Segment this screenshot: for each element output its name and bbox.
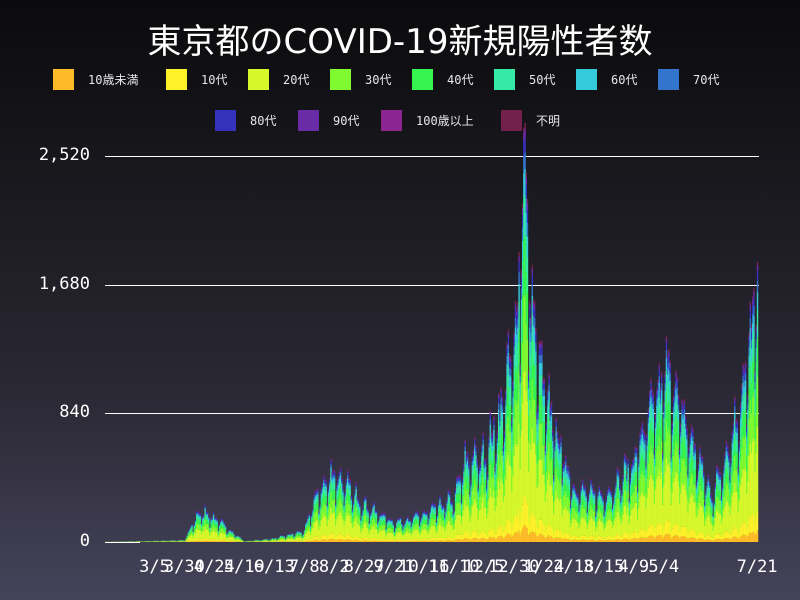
- gridline-840: [105, 413, 759, 414]
- x-tick-label: 4/24: [193, 557, 235, 577]
- legend-label: 30代: [365, 72, 392, 87]
- legend-label: 70代: [693, 72, 720, 87]
- legend-swatch: [166, 68, 187, 90]
- x-tick-label: 4/9: [618, 557, 650, 577]
- x-tick-label: 3/15: [583, 557, 625, 577]
- x-tick-label: 3/5: [139, 557, 170, 577]
- legend-swatch: [494, 68, 515, 90]
- legend-swatch: [298, 109, 319, 131]
- x-tick-label: 12/30: [488, 557, 540, 577]
- legend-swatch: [576, 68, 597, 90]
- legend-label: 60代: [611, 72, 638, 87]
- legend-label: 90代: [333, 113, 360, 128]
- y-tick-2520: 2,520: [38, 145, 90, 165]
- gridline-2520: [105, 156, 759, 157]
- legend-item: 不明: [501, 109, 560, 131]
- legend-label: 80代: [250, 113, 277, 128]
- y-tick-840: 840: [59, 402, 90, 422]
- x-tick-label: 2/18: [553, 557, 595, 577]
- legend-row-2: 80代 90代 100歳以上 不明: [0, 109, 800, 133]
- legend-item: 90代: [298, 109, 359, 131]
- x-tick-label: 9/21: [373, 557, 415, 577]
- legend-swatch: [658, 68, 679, 90]
- legend-label: 100歳以上: [416, 113, 474, 128]
- legend-swatch: [248, 68, 269, 90]
- x-tick-label: 11/10: [428, 557, 480, 577]
- legend-item: 30代: [330, 68, 391, 90]
- x-tick-label: 8/2: [318, 557, 350, 577]
- legend-swatch: [501, 109, 522, 131]
- x-tick-label: 7/8: [288, 557, 320, 577]
- x-tick-label: 6/13: [253, 557, 295, 577]
- legend-item: 50代: [494, 68, 555, 90]
- y-tick-0: 0: [79, 531, 90, 551]
- x-tick-label: 12/5: [463, 557, 505, 577]
- legend-swatch: [412, 68, 433, 90]
- chart-title: 東京都のCOVID-19新規陽性者数: [147, 22, 653, 62]
- gridline-1680: [105, 285, 759, 286]
- legend-item: 100歳以上: [381, 109, 474, 131]
- legend-swatch: [215, 109, 236, 131]
- legend-item: 70代: [658, 68, 719, 90]
- legend-label: 10代: [201, 72, 228, 87]
- x-tick-label: 7/21: [736, 557, 778, 577]
- legend-item: 60代: [576, 68, 637, 90]
- legend-label: 不明: [536, 113, 561, 128]
- legend-item: 80代: [215, 109, 276, 131]
- x-tick-label: 10/16: [398, 557, 450, 577]
- legend-label: 10歳未満: [88, 72, 139, 87]
- legend-label: 50代: [529, 72, 556, 87]
- x-tick-label: 1/24: [523, 557, 565, 577]
- legend-item: 10歳未満: [53, 68, 138, 90]
- legend-swatch: [53, 68, 74, 90]
- x-tick-label: 5/4: [648, 557, 680, 577]
- legend-item: 20代: [248, 68, 309, 90]
- x-tick-label: 8/27: [343, 557, 385, 577]
- baseline: [105, 542, 140, 543]
- x-tick-label: 3/30: [163, 557, 205, 577]
- legend-item: 10代: [166, 68, 227, 90]
- legend-swatch: [330, 68, 351, 90]
- legend-item: 40代: [412, 68, 473, 90]
- y-tick-1680: 1,680: [38, 274, 90, 294]
- x-tick-label: 5/19: [223, 557, 265, 577]
- legend-label: 40代: [447, 72, 474, 87]
- legend-swatch: [381, 109, 402, 131]
- legend-label: 20代: [283, 72, 310, 87]
- legend-row-1: 10歳未満 10代 20代 30代 40代 50代 60代 70代: [0, 68, 800, 92]
